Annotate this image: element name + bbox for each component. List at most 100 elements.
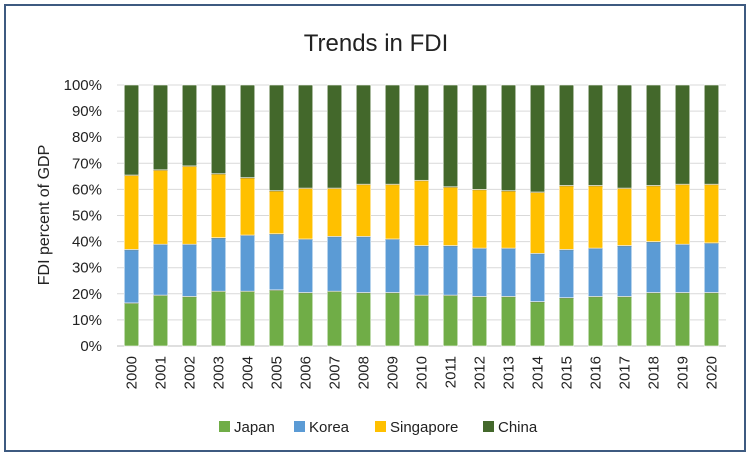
bar-segment-korea-2018 [645, 241, 662, 293]
bar-segment-singapore-2004 [239, 177, 256, 236]
bar-segment-japan-2015 [558, 297, 575, 347]
bar-segment-singapore-2003 [210, 173, 227, 238]
bar-segment-singapore-2020 [703, 183, 720, 244]
legend-swatch-japan [219, 421, 230, 432]
x-axis-ticks: 2000 2001 2002 2003 2004 2005 2006 2007 2008 2009… [124, 356, 721, 389]
x-tick-label: 2020 [704, 356, 721, 389]
x-tick-label: 2012 [472, 356, 489, 389]
bar-segment-korea-2004 [239, 234, 256, 292]
bar-segment-china-2013 [500, 84, 517, 192]
bar-segment-china-2002 [181, 84, 198, 167]
bar-segment-singapore-2006 [297, 187, 314, 240]
bar-segment-singapore-2009 [384, 183, 401, 240]
bar-segment-korea-2014 [529, 253, 546, 302]
x-tick-label: 2010 [414, 356, 431, 389]
bar-segment-china-2009 [384, 84, 401, 185]
x-tick-label: 2004 [240, 356, 257, 389]
bar-segment-japan-2002 [181, 296, 198, 347]
bar-segment-china-2018 [645, 84, 662, 186]
legend-label-japan: Japan [234, 419, 275, 436]
bar-segment-china-2004 [239, 84, 256, 178]
bar-segment-singapore-2013 [500, 190, 517, 249]
legend: Japan Korea Singapore China [219, 419, 538, 436]
bar-segment-singapore-2015 [558, 185, 575, 250]
bar-segment-korea-2007 [326, 236, 343, 292]
bar-segment-singapore-2016 [587, 185, 604, 249]
legend-swatch-singapore [375, 421, 386, 432]
x-tick-label: 2016 [588, 356, 605, 389]
bar-segment-japan-2014 [529, 301, 546, 347]
y-axis-label: FDI percent of GDP [36, 145, 53, 286]
bar-segment-korea-2010 [413, 245, 430, 296]
x-tick-label: 2011 [443, 356, 460, 388]
x-tick-label: 2005 [269, 356, 286, 389]
legend-swatch-korea [294, 421, 305, 432]
bar-segment-china-2001 [152, 84, 169, 171]
bar-segment-singapore-2018 [645, 185, 662, 242]
x-tick-label: 2007 [327, 356, 344, 389]
bar-segment-korea-2003 [210, 237, 227, 292]
x-tick-label: 2008 [356, 356, 373, 389]
y-tick-label: 30% [72, 260, 102, 277]
bar-segment-japan-2001 [152, 294, 169, 347]
bar-segment-japan-2017 [616, 296, 633, 347]
y-tick-label: 50% [72, 208, 102, 225]
bar-segment-singapore-2014 [529, 191, 546, 254]
bar-segment-korea-2011 [442, 245, 459, 296]
bar-segment-korea-2006 [297, 238, 314, 293]
bar-segment-china-2020 [703, 84, 720, 185]
bar-segment-japan-2016 [587, 296, 604, 347]
bar-segment-china-2012 [471, 84, 488, 190]
bar-segment-singapore-2007 [326, 187, 343, 237]
bar-segment-china-2016 [587, 84, 604, 186]
bar-segment-korea-2016 [587, 247, 604, 297]
bar-segment-singapore-2002 [181, 165, 198, 245]
bar-segment-singapore-2012 [471, 189, 488, 249]
bar-segment-korea-2001 [152, 243, 169, 296]
bar-segment-china-2007 [326, 84, 343, 189]
x-tick-label: 2002 [182, 356, 199, 389]
bar-segment-korea-2005 [268, 233, 285, 291]
bar-segment-korea-2013 [500, 247, 517, 297]
bar-segment-singapore-2001 [152, 169, 169, 245]
bar-segment-japan-2003 [210, 290, 227, 347]
bar-segment-china-2011 [442, 84, 459, 188]
y-tick-label: 0% [80, 338, 102, 355]
bar-segment-japan-2006 [297, 292, 314, 347]
bar-segment-china-2003 [210, 84, 227, 175]
bar-segment-japan-2007 [326, 290, 343, 347]
bar-segment-japan-2013 [500, 296, 517, 347]
bar-segment-china-2017 [616, 84, 633, 189]
bar-segment-singapore-2017 [616, 187, 633, 246]
bar-segment-china-2000 [123, 84, 140, 176]
x-tick-label: 2006 [298, 356, 315, 389]
bar-segment-korea-2000 [123, 249, 140, 304]
bar-segment-korea-2009 [384, 238, 401, 293]
bar-segment-china-2014 [529, 84, 546, 193]
bar-segment-china-2008 [355, 84, 372, 185]
chart-title: Trends in FDI [304, 30, 448, 57]
bar-segment-japan-2011 [442, 294, 459, 347]
bar-segment-japan-2019 [674, 292, 691, 347]
x-tick-label: 2015 [559, 356, 576, 389]
bar-segment-korea-2008 [355, 236, 372, 293]
bar-segment-korea-2012 [471, 247, 488, 297]
legend-label-singapore: Singapore [390, 419, 458, 436]
y-tick-label: 10% [72, 312, 102, 329]
bar-segment-korea-2002 [181, 243, 198, 297]
bar-segment-japan-2009 [384, 292, 401, 347]
x-tick-label: 2000 [124, 356, 141, 389]
bar-segment-korea-2019 [674, 243, 691, 293]
bar-segment-singapore-2008 [355, 183, 372, 237]
bar-segment-japan-2012 [471, 296, 488, 347]
bar-segment-singapore-2010 [413, 179, 430, 246]
x-tick-label: 2014 [530, 356, 547, 389]
bar-segment-japan-2020 [703, 292, 720, 347]
bar-segment-china-2006 [297, 84, 314, 189]
y-tick-label: 20% [72, 286, 102, 303]
bar-segment-japan-2000 [123, 302, 140, 347]
bar-segment-china-2019 [674, 84, 691, 185]
y-tick-label: 40% [72, 234, 102, 251]
y-tick-label: 60% [72, 181, 102, 198]
x-tick-label: 2019 [675, 356, 692, 389]
